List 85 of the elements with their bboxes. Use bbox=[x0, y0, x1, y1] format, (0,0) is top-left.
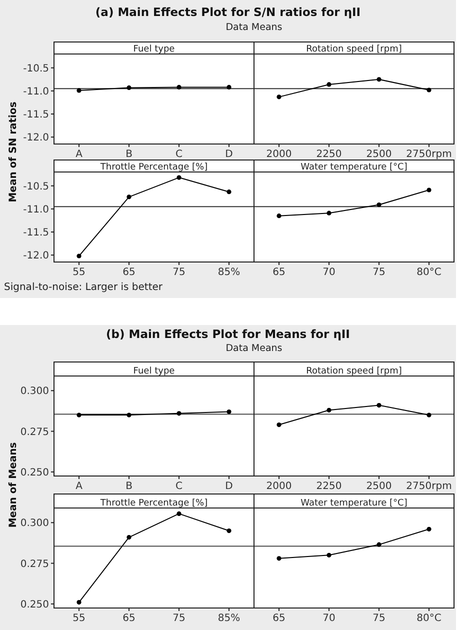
x-tick-label: 2250 bbox=[316, 481, 342, 492]
y-tick-label: 0.275 bbox=[20, 558, 49, 570]
y-tick-label: -10.5 bbox=[23, 181, 49, 192]
y-axis-title: Mean of Means bbox=[8, 442, 19, 528]
chart-title: (b) Main Effects Plot for Means for ηII bbox=[106, 327, 350, 341]
x-tick-label: 55 bbox=[72, 613, 86, 624]
text: Signal-to-noise: Larger is better bbox=[4, 282, 164, 293]
point bbox=[376, 542, 382, 547]
x-tick-label: 65 bbox=[272, 267, 286, 278]
x-tick-label: 55 bbox=[72, 267, 86, 278]
y-tick-label: 0.300 bbox=[20, 518, 49, 530]
x-axis-title: Rotation speed [rpm] bbox=[306, 44, 402, 54]
y-tick-label: -12.0 bbox=[23, 250, 49, 262]
x-axis-title: Water temperature [°C] bbox=[300, 498, 408, 508]
point bbox=[326, 408, 332, 412]
point bbox=[126, 194, 132, 200]
point bbox=[76, 254, 82, 258]
point bbox=[426, 188, 432, 192]
point bbox=[176, 175, 182, 180]
point bbox=[376, 402, 382, 408]
point bbox=[176, 511, 182, 516]
point bbox=[226, 190, 232, 194]
x-tick-label: D bbox=[225, 481, 234, 492]
x-tick-label: 2500 bbox=[366, 481, 392, 492]
x-tick-label: 2000 bbox=[266, 149, 292, 160]
y-tick-label: -10.5 bbox=[23, 63, 49, 74]
x-tick-label: A bbox=[76, 481, 83, 492]
point bbox=[126, 534, 132, 540]
y-tick-label: 0.275 bbox=[20, 426, 49, 438]
point bbox=[276, 94, 282, 100]
y-tick-label: -11.5 bbox=[23, 228, 49, 238]
chart-subtitle: Data Means bbox=[226, 22, 282, 33]
y-tick-label: -11.0 bbox=[23, 86, 49, 98]
x-tick-label: 70 bbox=[322, 613, 336, 624]
y-tick-label: 0.300 bbox=[20, 386, 49, 398]
x-tick-label: B bbox=[126, 149, 133, 160]
x-tick-label: C bbox=[176, 149, 183, 160]
x-tick-label: B bbox=[126, 481, 133, 492]
point bbox=[426, 526, 432, 532]
x-axis-title: Rotation speed [rpm] bbox=[306, 366, 402, 376]
x-tick-label: 75 bbox=[172, 613, 186, 624]
point bbox=[426, 412, 432, 418]
x-axis-title: Fuel type bbox=[133, 44, 176, 54]
x-tick-label: A bbox=[76, 149, 83, 160]
x-tick-label: 2750rpm bbox=[406, 481, 452, 492]
x-tick-label: 65 bbox=[122, 267, 136, 278]
point bbox=[276, 214, 282, 218]
x-tick-label: 2250 bbox=[316, 149, 342, 160]
chart-title: (a) Main Effects Plot for S/N ratios for ηII bbox=[95, 5, 361, 19]
x-tick-label: 2500 bbox=[366, 149, 392, 160]
x-tick-label: 75 bbox=[372, 613, 386, 624]
y-tick-label: -11.5 bbox=[23, 110, 49, 120]
point bbox=[276, 556, 282, 561]
x-tick-label: 2750rpm bbox=[406, 149, 452, 160]
y-tick-label: -11.0 bbox=[23, 204, 49, 216]
point bbox=[426, 88, 432, 92]
x-axis-title: Fuel type bbox=[133, 366, 176, 376]
x-tick-label: 75 bbox=[172, 267, 186, 278]
x-tick-label: 70 bbox=[322, 267, 336, 278]
x-tick-label: D bbox=[225, 149, 234, 160]
y-tick-label: -12.0 bbox=[23, 132, 49, 144]
x-axis-title: Water temperature [°C] bbox=[300, 162, 408, 172]
point bbox=[76, 600, 82, 605]
x-axis-title: Throttle Percentage [%] bbox=[99, 498, 208, 508]
point bbox=[226, 528, 232, 534]
x-tick-label: 85% bbox=[218, 267, 240, 278]
chart-subtitle: Data Means bbox=[226, 343, 282, 354]
x-tick-label: C bbox=[176, 481, 183, 492]
point bbox=[276, 422, 282, 428]
y-tick-label: 0.250 bbox=[20, 599, 49, 610]
point bbox=[326, 552, 332, 558]
x-tick-label: 80°C bbox=[416, 267, 442, 278]
y-tick-label: 0.250 bbox=[20, 467, 49, 478]
point bbox=[376, 202, 382, 208]
x-tick-label: 85% bbox=[218, 613, 240, 624]
point bbox=[326, 210, 332, 216]
point bbox=[376, 77, 382, 82]
y-axis-title: Mean of SN ratios bbox=[8, 102, 19, 202]
x-tick-label: 75 bbox=[372, 267, 386, 278]
point bbox=[326, 82, 332, 87]
x-tick-label: 65 bbox=[272, 613, 286, 624]
x-axis-title: Throttle Percentage [%] bbox=[99, 162, 208, 172]
x-tick-label: 65 bbox=[122, 613, 136, 624]
x-tick-label: 80°C bbox=[416, 613, 442, 624]
x-tick-label: 2000 bbox=[266, 481, 292, 492]
